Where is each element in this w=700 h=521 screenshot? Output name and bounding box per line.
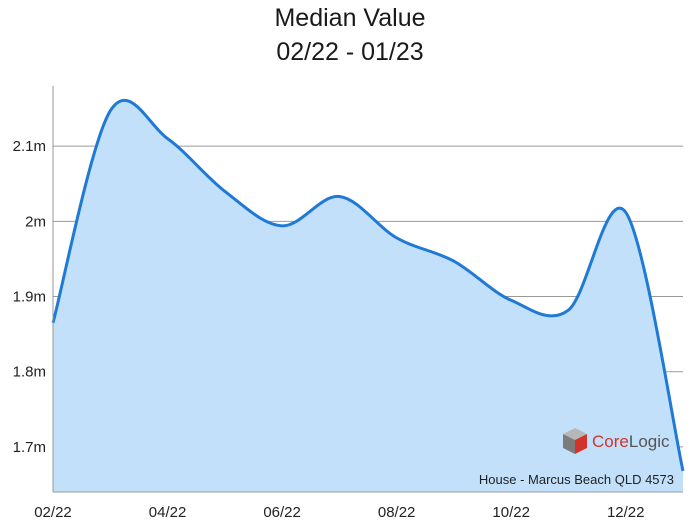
logo-text-logic: Logic xyxy=(629,432,670,451)
chart-caption: House - Marcus Beach QLD 4573 xyxy=(479,472,674,487)
svg-text:CoreLogic: CoreLogic xyxy=(592,432,670,451)
y-tick-label: 1.9m xyxy=(13,289,46,306)
data-point xyxy=(681,469,685,473)
series-line xyxy=(51,98,685,472)
y-tick-label: 2m xyxy=(25,213,46,230)
data-point xyxy=(624,210,628,214)
x-tick-label: 04/22 xyxy=(149,504,187,521)
x-tick-label: 10/22 xyxy=(492,504,530,521)
logo-cube-left-icon xyxy=(563,434,575,454)
y-tick-label: 1.7m xyxy=(13,439,46,456)
data-point xyxy=(223,189,227,193)
chart-subtitle: 02/22 - 01/23 xyxy=(276,38,424,66)
y-tick-labels: 1.7m 1.8m 1.9m 2m 2.1m xyxy=(13,138,46,456)
data-point xyxy=(337,195,341,199)
logo-text-core: Core xyxy=(592,432,629,451)
data-point xyxy=(452,259,456,263)
data-point xyxy=(166,137,170,141)
x-tick-label: 08/22 xyxy=(378,504,416,521)
x-tick-label: 06/22 xyxy=(263,504,301,521)
x-tick-label: 02/22 xyxy=(34,504,72,521)
y-tick-label: 1.8m xyxy=(13,364,46,381)
data-point xyxy=(566,308,570,312)
corelogic-logo: CoreLogic xyxy=(563,428,670,454)
data-point xyxy=(395,236,399,240)
data-point xyxy=(280,224,284,228)
logo-cube-right-icon xyxy=(575,434,587,454)
y-tick-label: 2.1m xyxy=(13,138,46,155)
data-point xyxy=(108,109,112,113)
x-tick-labels: 02/22 04/22 06/22 08/22 10/22 12/22 xyxy=(34,504,644,521)
x-tick-label: 12/22 xyxy=(607,504,645,521)
chart-title: Median Value xyxy=(274,4,426,32)
data-point xyxy=(509,298,513,302)
area-fill xyxy=(53,100,683,492)
